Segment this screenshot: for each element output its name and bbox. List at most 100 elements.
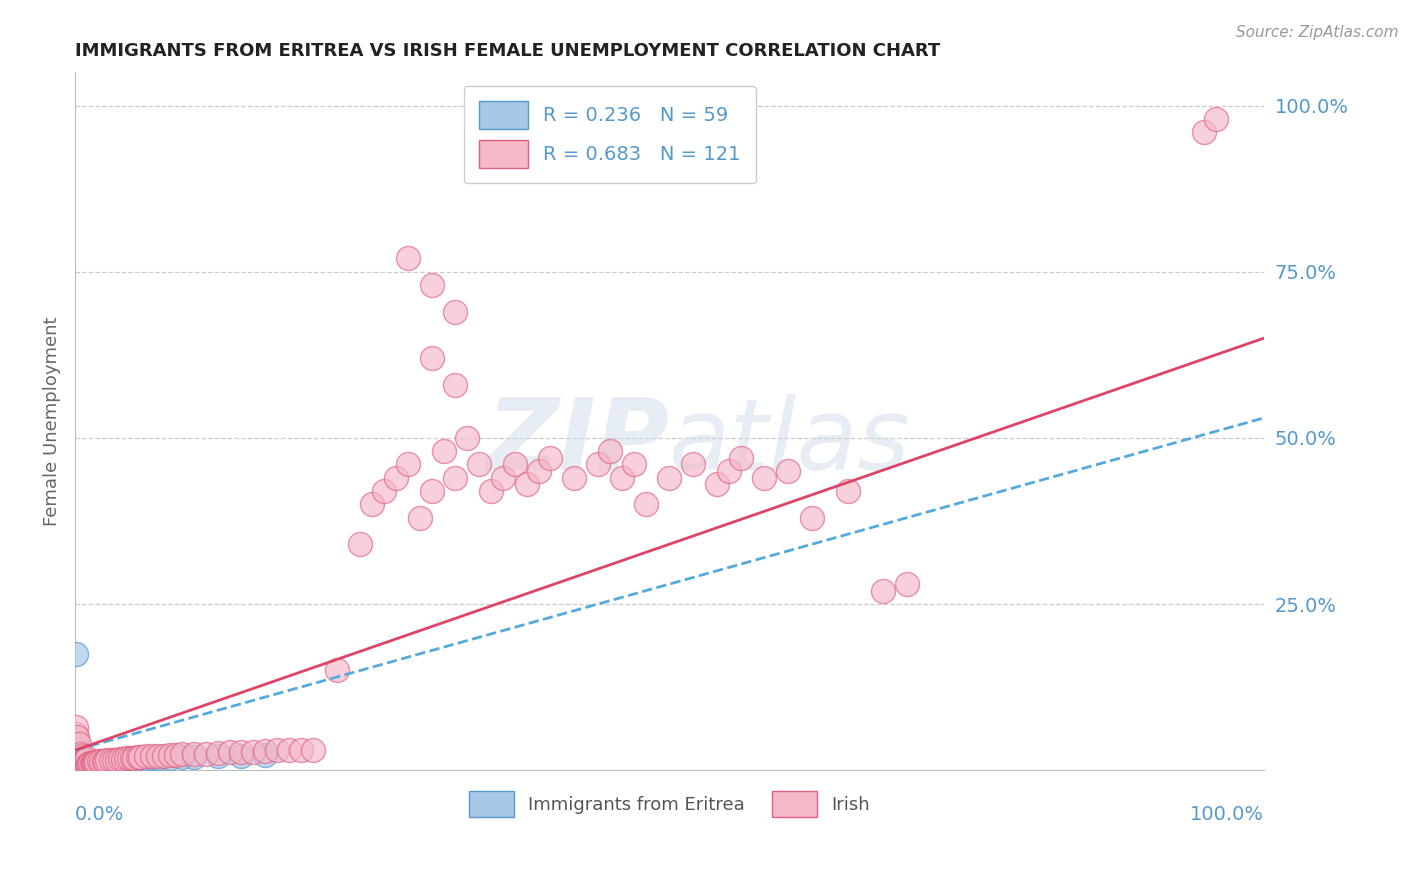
Point [65, 757, 87, 772]
Point [82, 757, 104, 772]
Text: atlas: atlas [669, 393, 911, 491]
Point [730, 450, 752, 465]
Point [634, 497, 657, 511]
Point [69, 753, 91, 767]
Text: 0.0%: 0.0% [75, 805, 124, 824]
Point [69, 747, 91, 761]
Point [86, 757, 108, 772]
Point [90, 755, 112, 769]
Point [87, 755, 110, 769]
Point [349, 537, 371, 551]
Point [105, 754, 128, 768]
Point [80, 757, 103, 772]
Point [801, 510, 824, 524]
Point [218, 745, 240, 759]
Point [115, 751, 138, 765]
Point [420, 278, 443, 293]
Point [135, 752, 157, 766]
Point [254, 747, 277, 762]
Point [70, 758, 93, 772]
Point [562, 471, 585, 485]
Point [754, 471, 776, 485]
Point [69, 757, 91, 772]
Point [66, 753, 89, 767]
Point [108, 753, 131, 767]
Point [141, 751, 163, 765]
Text: IMMIGRANTS FROM ERITREA VS IRISH FEMALE UNEMPLOYMENT CORRELATION CHART: IMMIGRANTS FROM ERITREA VS IRISH FEMALE … [75, 42, 941, 60]
Point [73, 758, 96, 772]
Point [121, 750, 143, 764]
Point [658, 471, 681, 485]
Point [325, 664, 347, 678]
Point [409, 510, 432, 524]
Point [135, 749, 157, 764]
Point [623, 458, 645, 472]
Point [76, 757, 98, 772]
Point [148, 751, 170, 765]
Point [503, 458, 526, 472]
Point [278, 743, 301, 757]
Point [301, 742, 323, 756]
Point [183, 747, 205, 761]
Point [254, 744, 277, 758]
Point [101, 754, 124, 768]
Point [70, 751, 93, 765]
Point [93, 755, 115, 769]
Point [65, 757, 87, 772]
Point [610, 471, 633, 485]
Point [373, 484, 395, 499]
Point [396, 252, 419, 266]
Point [290, 742, 312, 756]
Point [896, 577, 918, 591]
Point [73, 753, 96, 767]
Point [73, 756, 96, 770]
Point [456, 431, 478, 445]
Point [65, 720, 87, 734]
Point [159, 747, 181, 762]
Text: 100.0%: 100.0% [1189, 805, 1264, 824]
Point [66, 760, 89, 774]
Point [70, 754, 93, 768]
Point [183, 749, 205, 764]
Point [1205, 112, 1227, 126]
Point [117, 752, 139, 766]
Point [75, 752, 97, 766]
Point [76, 751, 98, 765]
Point [100, 753, 122, 767]
Point [76, 754, 98, 768]
Point [97, 755, 120, 769]
Point [444, 471, 467, 485]
Point [79, 756, 101, 771]
Point [72, 755, 94, 769]
Point [141, 749, 163, 764]
Point [77, 757, 100, 772]
Point [444, 377, 467, 392]
Point [170, 749, 193, 764]
Point [444, 304, 467, 318]
Point [108, 752, 131, 766]
Point [77, 757, 100, 772]
Point [1194, 125, 1216, 139]
Point [468, 458, 491, 472]
Point [66, 730, 89, 744]
Point [69, 755, 91, 769]
Point [872, 583, 894, 598]
Point [105, 752, 128, 766]
Point [67, 737, 90, 751]
Point [77, 758, 100, 772]
Point [66, 759, 89, 773]
Point [80, 756, 103, 771]
Point [153, 748, 176, 763]
Point [516, 477, 538, 491]
Point [100, 755, 122, 769]
Point [96, 753, 118, 767]
Point [129, 752, 152, 766]
Point [65, 755, 87, 769]
Point [117, 751, 139, 765]
Point [165, 747, 187, 762]
Point [69, 760, 91, 774]
Point [103, 752, 125, 766]
Point [82, 756, 104, 770]
Point [69, 757, 91, 772]
Point [159, 750, 181, 764]
